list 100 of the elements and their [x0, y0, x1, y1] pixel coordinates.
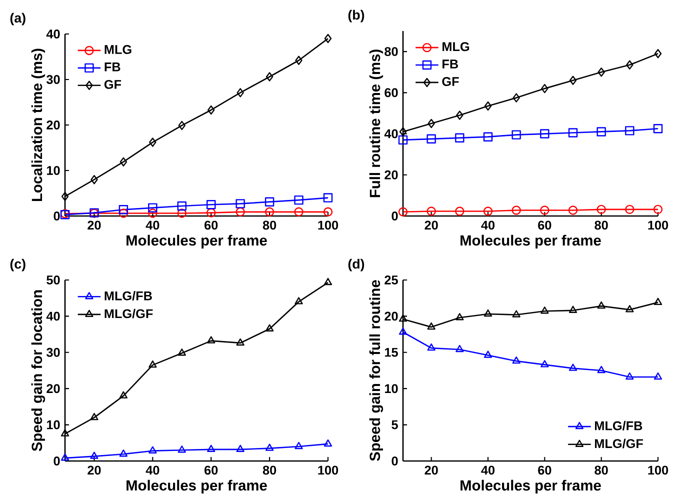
y-tick-label: 40 — [384, 129, 398, 138]
x-tick-label: 100 — [648, 220, 668, 230]
point — [90, 174, 98, 184]
y-tick-label: 25 — [384, 276, 398, 284]
point — [149, 138, 156, 147]
x-axis-title: Molecules per frame — [460, 480, 601, 494]
y-axis-title: Speed gain for location — [31, 290, 46, 452]
point — [264, 197, 274, 206]
point — [208, 105, 215, 115]
y-tick-label: 30 — [46, 74, 60, 84]
y-tick-label: 20 — [384, 312, 398, 321]
x-tick-label: 20 — [424, 220, 438, 230]
point — [597, 301, 606, 309]
point — [540, 206, 550, 215]
point — [626, 372, 634, 380]
point — [428, 118, 435, 128]
chart-title: (a) — [10, 12, 26, 26]
point — [653, 124, 663, 134]
y-tick-label: 80 — [384, 47, 398, 56]
point — [148, 203, 158, 212]
point — [295, 56, 302, 65]
point — [294, 207, 304, 216]
y-tick-label: 40 — [46, 30, 60, 38]
point — [512, 93, 520, 102]
legend-label: MLG — [104, 45, 132, 54]
point — [206, 200, 216, 210]
y-tick-label: 30 — [46, 348, 60, 357]
point — [207, 336, 216, 344]
point — [626, 60, 634, 70]
y-tick-label: 20 — [384, 170, 398, 180]
y-tick-label: 10 — [384, 384, 398, 394]
point — [483, 206, 493, 216]
point — [294, 442, 303, 450]
point — [426, 134, 436, 144]
x-tick-label: 60 — [204, 466, 218, 475]
x-axis-title: Molecules per frame — [126, 234, 267, 248]
point — [484, 350, 492, 358]
y-tick-label: 40 — [46, 312, 60, 321]
point — [654, 49, 662, 58]
point — [236, 444, 244, 452]
point — [398, 328, 408, 335]
point — [178, 446, 186, 453]
point — [484, 101, 492, 111]
x-tick-label: 20 — [88, 466, 101, 475]
y-axis-title: Speed gain for full routine — [369, 280, 384, 461]
point — [455, 133, 464, 142]
y-tick-label: 60 — [384, 88, 398, 98]
y-tick-label: 10 — [47, 420, 60, 430]
y-axis-title: Full routine time (ms) — [369, 50, 384, 198]
y-tick-label: 50 — [46, 276, 60, 284]
y-tick-label: 20 — [46, 120, 60, 130]
point — [324, 34, 332, 44]
point — [236, 199, 245, 208]
point — [178, 348, 186, 356]
x-tick-label: 60 — [538, 220, 552, 230]
point — [90, 452, 98, 459]
x-tick-label: 80 — [262, 220, 276, 230]
x-axis-title: Molecules per frame — [126, 480, 267, 494]
y-tick-label: 15 — [384, 348, 398, 357]
x-tick-label: 60 — [204, 220, 218, 230]
point — [118, 208, 128, 218]
chart-title: (d) — [348, 258, 364, 272]
x-tick-label: 40 — [146, 466, 160, 475]
x-tick-label: 60 — [538, 466, 552, 475]
point — [456, 344, 464, 352]
point — [568, 306, 578, 313]
point — [596, 204, 606, 214]
point — [148, 208, 158, 218]
x-tick-label: 100 — [318, 220, 338, 230]
y-tick-label: 0 — [392, 456, 398, 466]
point — [119, 450, 128, 457]
point — [597, 366, 606, 374]
x-tick-label: 40 — [146, 220, 160, 230]
chart-title: (c) — [10, 258, 26, 272]
point — [324, 278, 332, 286]
legend-label: MLG/GF — [104, 308, 153, 318]
point — [120, 157, 128, 166]
x-axis-title: Molecules per frame — [460, 234, 601, 248]
point — [265, 444, 274, 451]
point — [236, 88, 244, 98]
point — [207, 444, 216, 452]
legend-label: GF — [442, 77, 459, 86]
legend-label: MLG/GF — [595, 438, 643, 448]
point — [323, 207, 333, 216]
point — [512, 310, 520, 318]
point — [483, 132, 493, 142]
point — [398, 207, 408, 216]
x-tick-label: 100 — [318, 466, 338, 475]
point — [61, 192, 69, 202]
point — [512, 206, 521, 215]
point — [266, 72, 274, 82]
point — [148, 446, 157, 454]
point — [118, 205, 128, 214]
point — [540, 306, 549, 314]
y-tick-label: 0 — [54, 456, 60, 466]
legend-label: MLG/FB — [595, 420, 642, 430]
point — [484, 309, 492, 317]
point — [455, 206, 464, 216]
point — [569, 76, 577, 85]
point — [398, 314, 408, 322]
